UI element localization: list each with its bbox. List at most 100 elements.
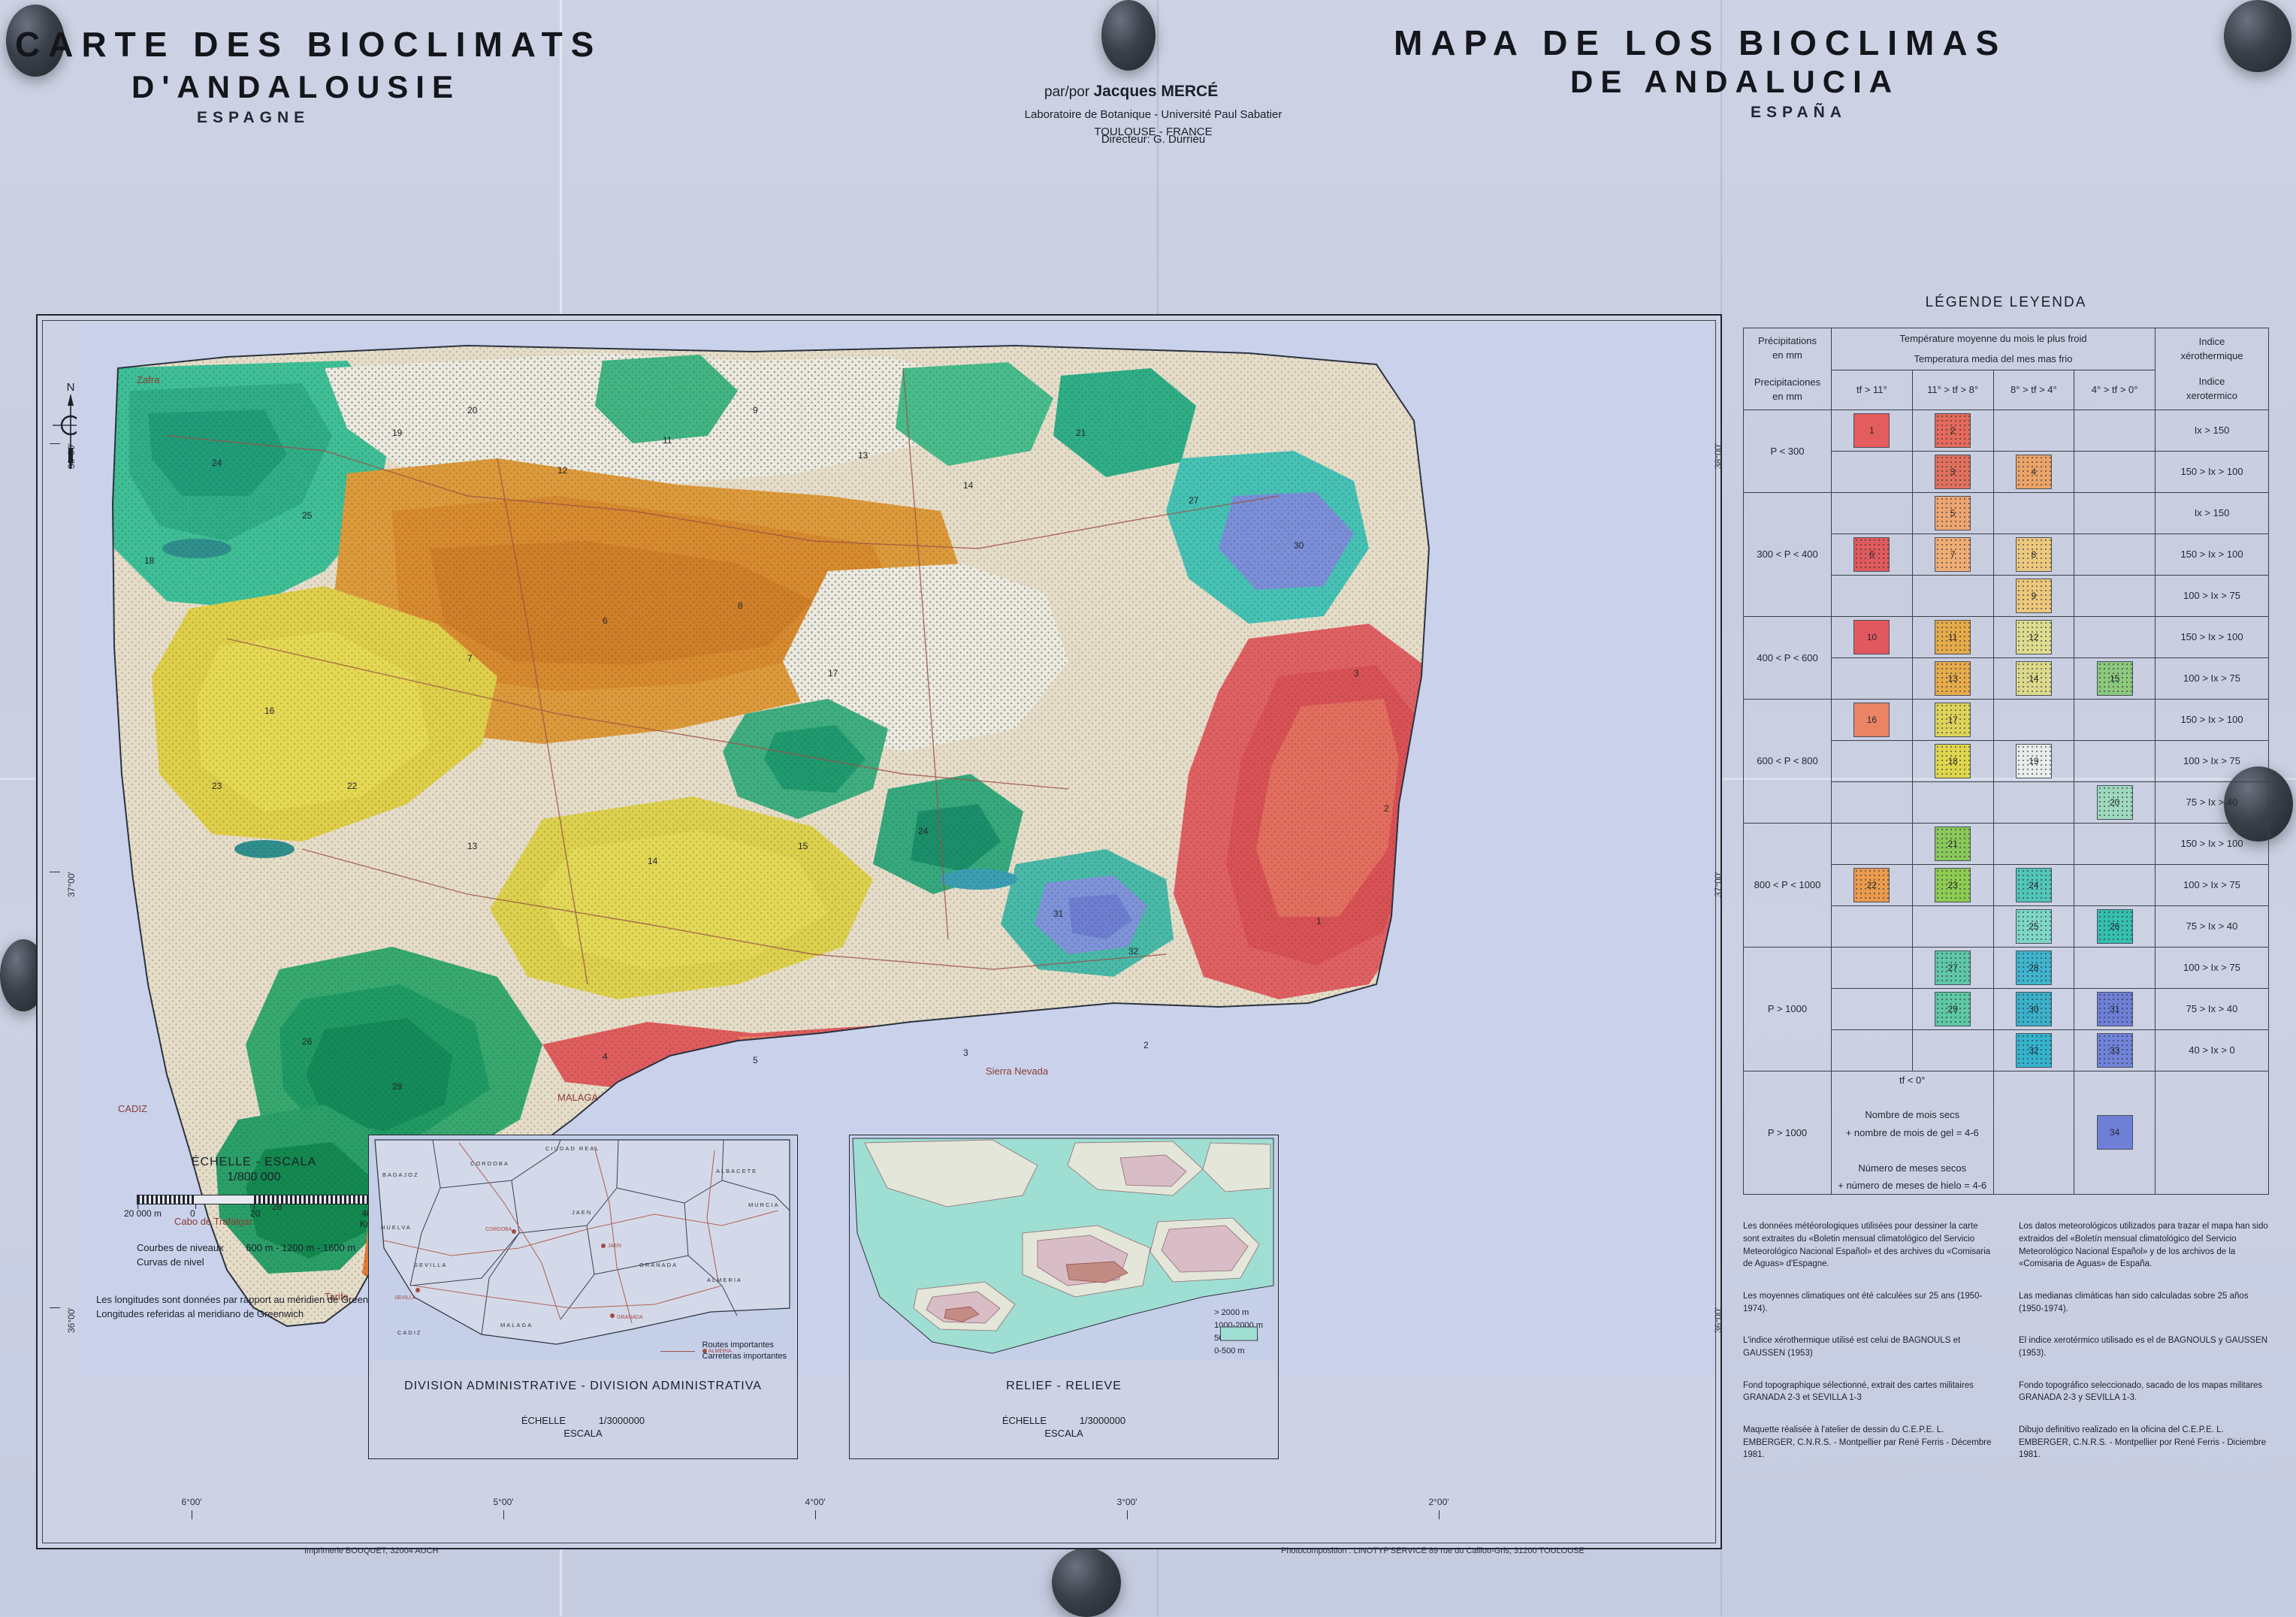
imprint-right: Photocomposition : LINOTYP'SERVICE 89 ru… (1281, 1546, 1585, 1555)
legend-row: 20 75 > Ix > 40 (1744, 781, 2269, 824)
scale-bar (137, 1195, 371, 1209)
legend-cell (2074, 574, 2156, 617)
note-es-2: Las medianas climáticas han sido calcula… (2019, 1292, 2249, 1313)
legend-swatch-26[interactable]: 26 (2096, 908, 2133, 944)
legend-swatch-1[interactable]: 1 (1853, 413, 1890, 448)
svg-text:2: 2 (1143, 1040, 1149, 1050)
legend-swatch-10[interactable]: 10 (1853, 619, 1890, 654)
legend-swatch-23[interactable]: 23 (1935, 867, 1971, 902)
legend-swatch-7[interactable]: 7 (1935, 536, 1971, 572)
legend-row: 400 < P < 600 10 11 12 150 > Ix > 100 (1743, 615, 2269, 700)
svg-text:Sierra Nevada: Sierra Nevada (986, 1065, 1049, 1077)
inset-relief-scale-ratio: 1/3000000 (1079, 1415, 1126, 1426)
legend-cell: 9 (1992, 574, 2075, 617)
svg-text:CADIZ: CADIZ (118, 1103, 147, 1114)
legend-cell (1911, 574, 1994, 617)
legend-cell: 16 (1831, 698, 1913, 741)
scale-ratio: 1/800 000 (227, 1171, 281, 1183)
legend-swatch-14[interactable]: 14 (2015, 660, 2052, 696)
inset-relief-caption: RELIEF - RELIEVE (1006, 1380, 1122, 1392)
legend-swatch-22[interactable]: 22 (1853, 867, 1890, 902)
longitude-note-fr: Les longitudes sont données par rapport … (96, 1293, 388, 1305)
legend-xerothermic-index: 75 > Ix > 40 (2155, 987, 2269, 1030)
legend-swatch-20[interactable]: 20 (2096, 784, 2133, 820)
legend-swatch-11[interactable]: 11 (1935, 619, 1971, 654)
legend-xerothermic-index: 150 > Ix > 100 (2155, 450, 2269, 493)
legend-swatch-16[interactable]: 16 (1853, 702, 1890, 737)
svg-text:20: 20 (467, 405, 478, 416)
legend-swatch-28[interactable]: 28 (2015, 950, 2052, 985)
legend-swatch-29[interactable]: 29 (1935, 991, 1971, 1026)
credit-line1: Laboratoire de Botanique - Université Pa… (1024, 108, 1282, 121)
magnet (6, 5, 65, 77)
svg-text:24: 24 (212, 458, 222, 468)
svg-text:Cabo de Trafalgar: Cabo de Trafalgar (174, 1216, 253, 1227)
title-spanish-country: ESPAÑA (1751, 104, 1847, 121)
legend-cell: 14 (1992, 657, 2075, 700)
legend-row: 6 7 8 150 > Ix > 100 (1744, 533, 2269, 576)
legend-row: 300 < P < 400 5 Ix > 150 (1743, 491, 2269, 617)
legend-swatch-3[interactable]: 3 (1935, 454, 1971, 489)
legend-swatch-24[interactable]: 24 (2015, 867, 2052, 902)
legend-cell: 29 (1911, 987, 1994, 1030)
legend-swatch-33[interactable]: 33 (2096, 1032, 2133, 1068)
legend-swatch-5[interactable]: 5 (1935, 495, 1971, 530)
relief-label-4: 0-500 m (1214, 1346, 1245, 1356)
svg-text:Tarifa: Tarifa (325, 1291, 349, 1302)
legend-swatch-18[interactable]: 18 (1935, 743, 1971, 778)
legend-swatch-9[interactable]: 9 (2015, 578, 2052, 613)
byline-prefix: par/por (1044, 84, 1094, 100)
legend-swatch-6[interactable]: 6 (1853, 536, 1890, 572)
legend-cell: 22 (1831, 863, 1913, 906)
legend-swatch-15[interactable]: 15 (2096, 660, 2133, 696)
legend-swatch-4[interactable]: 4 (2015, 454, 2052, 489)
legend-swatch-21[interactable]: 21 (1935, 826, 1971, 861)
svg-text:18: 18 (144, 555, 155, 566)
legend-precip-label: P > 1000 (1743, 946, 1832, 1071)
legend-row: 32 33 40 > Ix > 0 (1744, 1029, 2269, 1071)
legend-cell (2074, 739, 2156, 782)
svg-text:25: 25 (302, 510, 313, 521)
contour-note: Courbes de niveaux Curvas de nivel 600 m… (96, 1241, 412, 1270)
magnet (1052, 1548, 1121, 1617)
legend-swatch-31[interactable]: 31 (2096, 991, 2133, 1026)
legend-header-precip-fr: Précipitations en mm (1757, 334, 1817, 361)
legend-swatch-12[interactable]: 12 (2015, 619, 2052, 654)
inset-admin-scale-ratio: 1/3000000 (598, 1415, 645, 1426)
legend-cell (1831, 987, 1913, 1030)
note-es-5: Dibujo definitivo realizado en la oficin… (2019, 1425, 2267, 1460)
legend-swatch-30[interactable]: 30 (2015, 991, 2052, 1026)
legend-cell (1992, 698, 2075, 741)
legend-swatch-8[interactable]: 8 (2015, 536, 2052, 572)
svg-text:29: 29 (392, 1081, 403, 1092)
legend-swatch-25[interactable]: 25 (2015, 908, 2052, 944)
legend-cell: 5 (1911, 491, 1994, 534)
legend-swatch-27[interactable]: 27 (1935, 950, 1971, 985)
legend-swatch-32[interactable]: 32 (2015, 1032, 2052, 1068)
legend-swatch-19[interactable]: 19 (2015, 743, 2052, 778)
legend-cell (2074, 491, 2156, 534)
legend-row: 29 30 31 75 > Ix > 40 (1744, 987, 2269, 1030)
svg-text:14: 14 (648, 856, 658, 866)
legend-header-xerothermic: Indice xérothermique Indice xerotermico (2155, 328, 2269, 410)
legend-cell: 8 (1992, 533, 2075, 576)
legend-swatch-13[interactable]: 13 (1935, 660, 1971, 696)
legend-swatch-17[interactable]: 17 (1935, 702, 1971, 737)
legend-row: P > 1000 27 28 100 > Ix > 75 (1743, 946, 2269, 1071)
latitude-label: 37°00' (66, 872, 77, 897)
legend-cell (1831, 491, 1913, 534)
legend-row: 13 14 15 100 > Ix > 75 (1744, 657, 2269, 700)
legend-swatch-2[interactable]: 2 (1935, 413, 1971, 448)
longitude-label: 3°00' (1116, 1497, 1137, 1507)
legend-cell (1992, 409, 2075, 452)
title-french-line1: CARTE DES BIOCLIMATS (15, 25, 603, 64)
legend-swatch-34[interactable]: 34 (2096, 1115, 2133, 1150)
legend-cell: 18 (1911, 739, 1994, 782)
legend-row: 3 4 150 > Ix > 100 (1744, 450, 2269, 493)
note-fr-3: L'indice xérothermique utilisé est celui… (1743, 1336, 1961, 1359)
legend-row: P < 300 1 2 Ix > 150 (1743, 409, 2269, 493)
legend-header-temp-es: Temperatura media del mes mas frio (1914, 353, 2073, 365)
scale-label-0: 20 000 m (124, 1208, 162, 1219)
inset-admin-caption: DIVISION ADMINISTRATIVE - DIVISION ADMIN… (404, 1380, 762, 1392)
legend-temp-col-1: tf > 11° (1831, 369, 1913, 410)
